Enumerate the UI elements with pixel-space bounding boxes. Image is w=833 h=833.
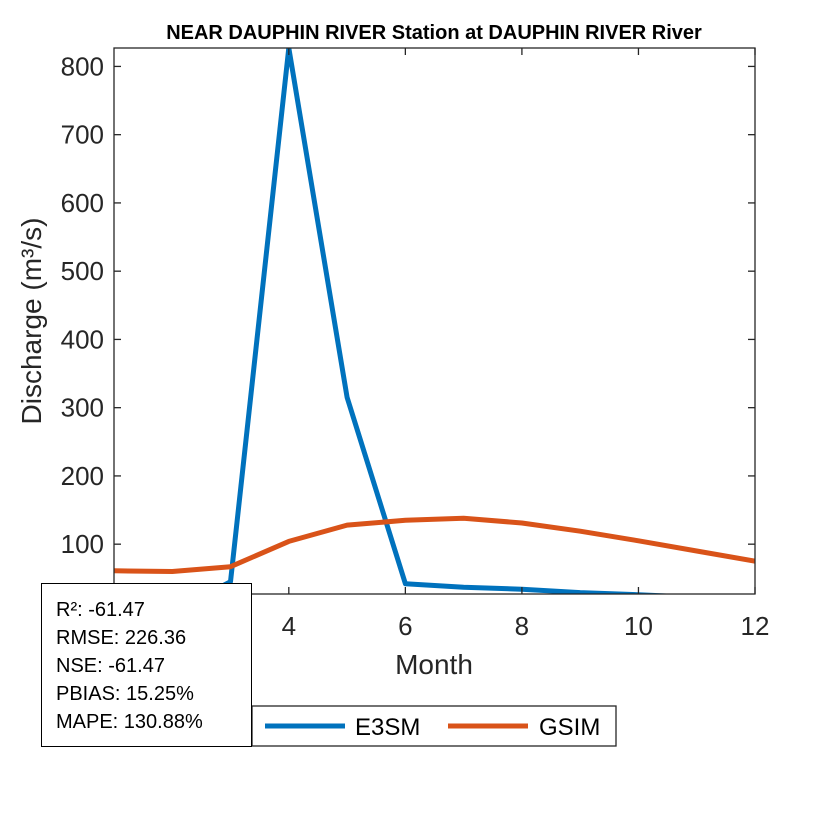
x-tick-label: 8 [515,611,529,641]
y-tick-label: 700 [61,120,104,150]
stats-box: R²: -61.47 RMSE: 226.36 NSE: -61.47 PBIA… [41,583,252,747]
x-tick-label: 10 [624,611,653,641]
y-tick-label: 400 [61,324,104,354]
tick-layer: 100 200 300 400 500 600 700 800 4 6 8 10 12 [61,48,770,641]
y-axis-label: Discharge (m³/s) [16,218,47,425]
chart-title: NEAR DAUPHIN RIVER Station at DAUPHIN RI… [166,22,702,44]
x-tick-label: 4 [282,611,296,641]
y-tick-label: 800 [61,51,104,81]
stat-rmse: RMSE: 226.36 [56,627,187,649]
series-line-gsim [114,515,755,574]
plot-area [114,48,755,594]
stat-mape: MAPE: 130.88% [56,711,203,733]
x-tick-label: 6 [398,611,412,641]
x-axis-label: Month [395,649,473,680]
y-tick-label: 100 [61,529,104,559]
stat-pbias: PBIAS: 15.25% [56,683,194,705]
legend-label-e3sm: E3SM [355,714,420,741]
y-tick-label: 200 [61,461,104,491]
axes-box [113,47,756,595]
stat-nse: NSE: -61.47 [56,655,165,677]
y-tick-label: 500 [61,256,104,286]
y-tick-label: 600 [61,188,104,218]
legend: E3SM GSIM [251,705,617,747]
y-tick-label: 300 [61,393,104,423]
legend-label-gsim: GSIM [539,714,600,741]
x-tick-label: 12 [741,611,770,641]
stat-r2: R²: -61.47 [56,599,145,621]
